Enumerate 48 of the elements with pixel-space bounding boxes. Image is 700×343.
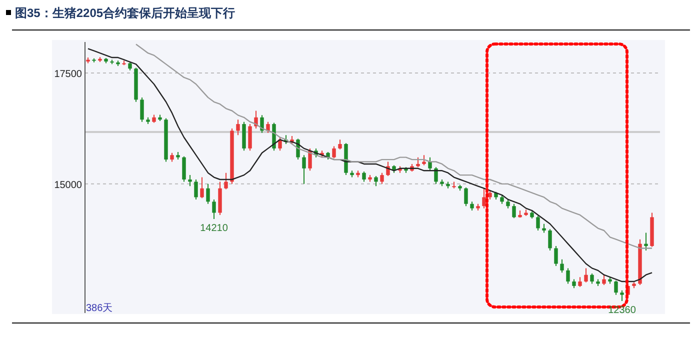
candlestick (374, 175, 378, 187)
line-series (135, 44, 653, 249)
candlestick (182, 156, 186, 182)
candlestick (308, 148, 312, 172)
y-tick-label: 17500 (54, 69, 82, 80)
candlestick (482, 188, 486, 209)
candlestick (554, 246, 558, 266)
line-series (87, 48, 653, 282)
candlestick (278, 136, 282, 152)
candlestick (194, 178, 198, 200)
candlestick (614, 280, 618, 296)
candlestick (260, 114, 264, 134)
candlestick (332, 146, 336, 159)
candlestick (248, 124, 252, 152)
candlestick (236, 119, 240, 136)
y-tick-label: 15000 (54, 180, 82, 191)
candlestick (212, 198, 216, 220)
candlestick (362, 171, 366, 182)
candlestick (266, 121, 270, 134)
candlestick (590, 273, 594, 284)
candlestick (548, 228, 552, 251)
candlestick (224, 172, 228, 190)
candlestick (416, 156, 420, 168)
candlestick (536, 215, 540, 231)
candlestick (302, 154, 306, 184)
candlestick (560, 258, 564, 274)
candlestick (206, 183, 210, 204)
candlestick (434, 166, 438, 184)
candlestick (188, 174, 192, 187)
candlestick (464, 186, 468, 207)
annotation: 12360 (608, 305, 636, 316)
candlestick (380, 172, 384, 184)
candlestick (428, 156, 432, 172)
candlestick (254, 110, 258, 129)
candlestick (200, 176, 204, 199)
annotation: 386天 (86, 303, 113, 314)
candlestick (140, 96, 144, 122)
chart-title: 图35：生猪2205合约套保后开始呈现下行 (15, 6, 236, 20)
annotation: 14210 (200, 222, 228, 234)
candlestick (338, 139, 342, 150)
candlestick (422, 154, 426, 166)
candlestick (578, 276, 582, 288)
candlestick (644, 232, 648, 251)
candlestick (512, 203, 516, 219)
candlestick (584, 268, 588, 283)
candlestick (620, 290, 624, 302)
candlestick (602, 274, 606, 286)
candlestick (566, 268, 570, 284)
